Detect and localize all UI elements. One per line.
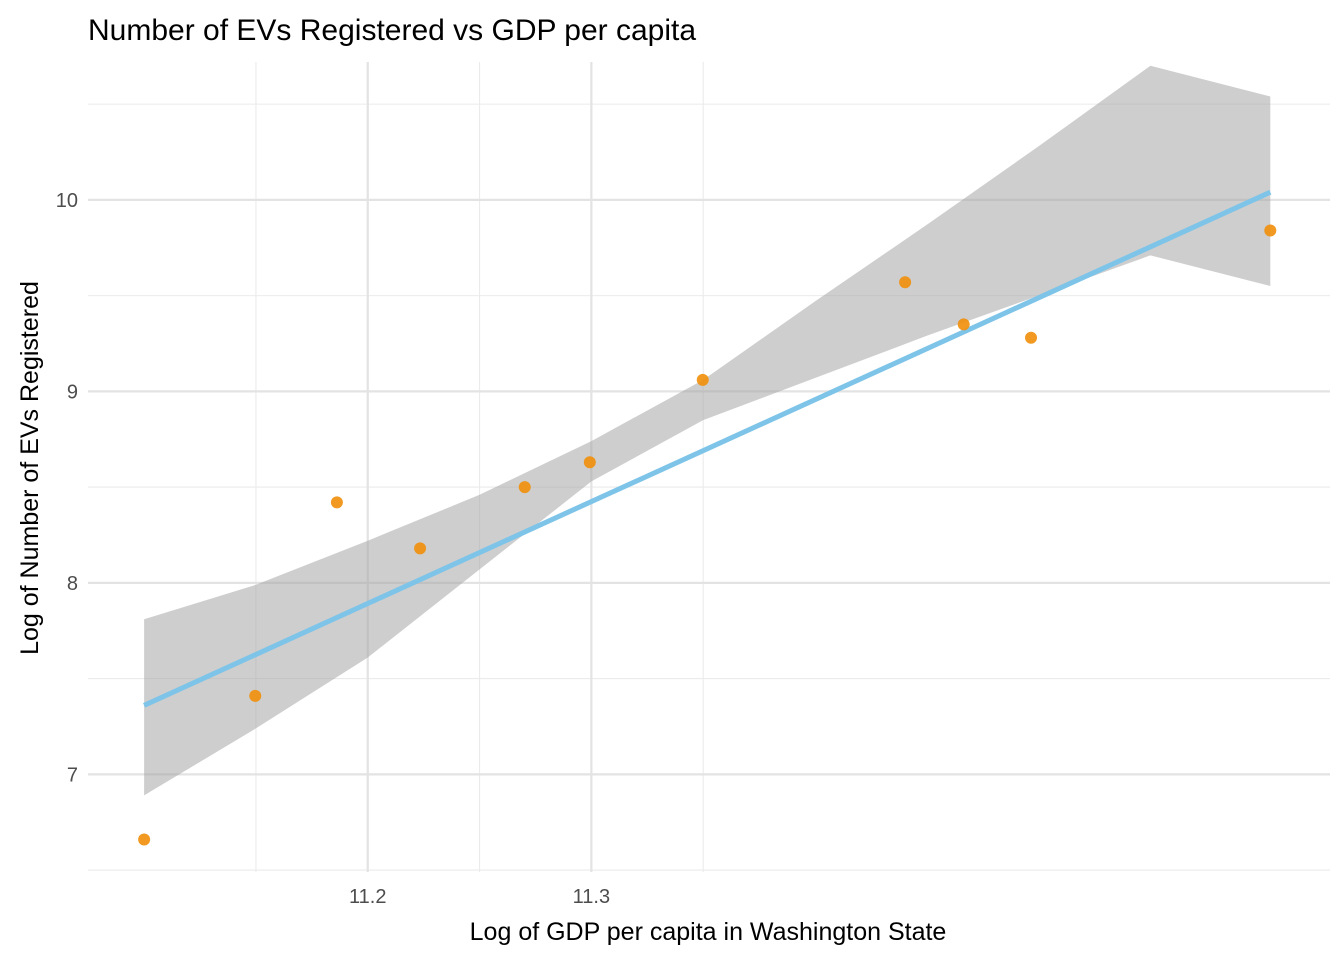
data-point: [957, 318, 970, 331]
data-point: [899, 276, 912, 289]
y-axis-tick-labels: 7 8 9 10: [56, 190, 78, 786]
data-point: [414, 542, 427, 555]
data-point: [1025, 331, 1038, 344]
regression-line: [143, 189, 1272, 708]
data-point: [330, 496, 343, 509]
x-tick-label: 11.2: [349, 886, 386, 908]
data-point: [249, 689, 262, 702]
confidence-band-area: [144, 65, 1271, 796]
data-point: [1264, 224, 1277, 237]
x-axis-title: Log of GDP per capita in Washington Stat…: [470, 918, 947, 946]
regression-line-path: [143, 189, 1272, 708]
y-tick-label: 8: [67, 573, 78, 595]
confidence-band: [144, 65, 1271, 796]
data-points: [138, 224, 1277, 846]
x-axis-tick-labels: 11.2 11.3: [349, 886, 610, 908]
y-tick-label: 9: [67, 381, 78, 403]
data-point: [696, 373, 709, 386]
chart-title: Number of EVs Registered vs GDP per capi…: [88, 14, 696, 47]
data-point: [583, 456, 596, 469]
y-tick-label: 10: [56, 190, 78, 212]
y-tick-label: 7: [67, 764, 78, 786]
x-tick-label: 11.3: [573, 886, 610, 908]
y-axis-title: Log of Number of EVs Registered: [16, 281, 44, 655]
data-point: [518, 481, 531, 494]
data-point: [138, 833, 151, 846]
